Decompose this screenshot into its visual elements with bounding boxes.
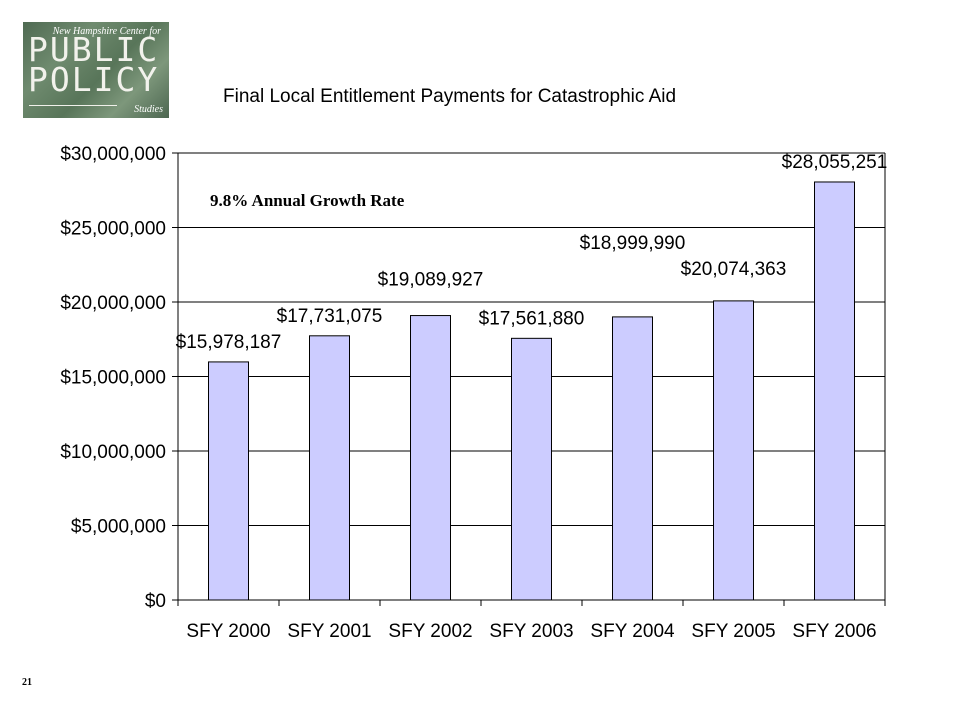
x-tick-label: SFY 2004 [590, 621, 675, 642]
bar [309, 335, 350, 601]
data-label: $17,731,075 [277, 306, 383, 327]
logo-studies-text: Studies [134, 104, 163, 115]
bar [410, 315, 451, 601]
y-tick-label: $20,000,000 [60, 293, 166, 314]
data-label: $20,074,363 [681, 259, 787, 280]
y-tick-label: $15,000,000 [60, 368, 166, 389]
bar [814, 181, 855, 601]
y-tick-label: $0 [145, 591, 166, 612]
x-tick-label: SFY 2003 [489, 621, 573, 642]
y-tick-label: $10,000,000 [60, 442, 166, 463]
x-tick-label: SFY 2002 [388, 621, 472, 642]
data-label: $17,561,880 [479, 308, 585, 329]
y-tick-label: $30,000,000 [60, 144, 166, 165]
logo-line-policy: POLICY [28, 60, 160, 99]
public-policy-logo: New Hampshire Center for PUBLIC POLICY S… [23, 22, 169, 118]
data-label: $19,089,927 [378, 270, 484, 291]
data-label: $28,055,251 [782, 152, 888, 173]
x-tick-label: SFY 2006 [792, 621, 876, 642]
logo-line-public: PUBLIC [28, 30, 160, 69]
y-tick-label: $5,000,000 [71, 517, 166, 538]
chart-title: Final Local Entitlement Payments for Cat… [223, 86, 677, 107]
x-tick-label: SFY 2000 [186, 621, 270, 642]
data-label: $18,999,990 [580, 233, 686, 254]
bar [713, 300, 754, 601]
x-tick-label: SFY 2005 [691, 621, 775, 642]
logo-rule [29, 105, 117, 106]
page-number: 21 [22, 677, 32, 688]
bar [208, 361, 249, 601]
bar [511, 337, 552, 601]
logo-wordmark: PUBLIC POLICY [28, 30, 160, 99]
x-tick-label: SFY 2001 [287, 621, 371, 642]
logo-top-text: New Hampshire Center for [52, 26, 161, 37]
y-tick-label: $25,000,000 [60, 219, 166, 240]
growth-rate-annotation: 9.8% Annual Growth Rate [210, 191, 405, 210]
bar [612, 316, 653, 601]
data-label: $15,978,187 [176, 332, 282, 353]
